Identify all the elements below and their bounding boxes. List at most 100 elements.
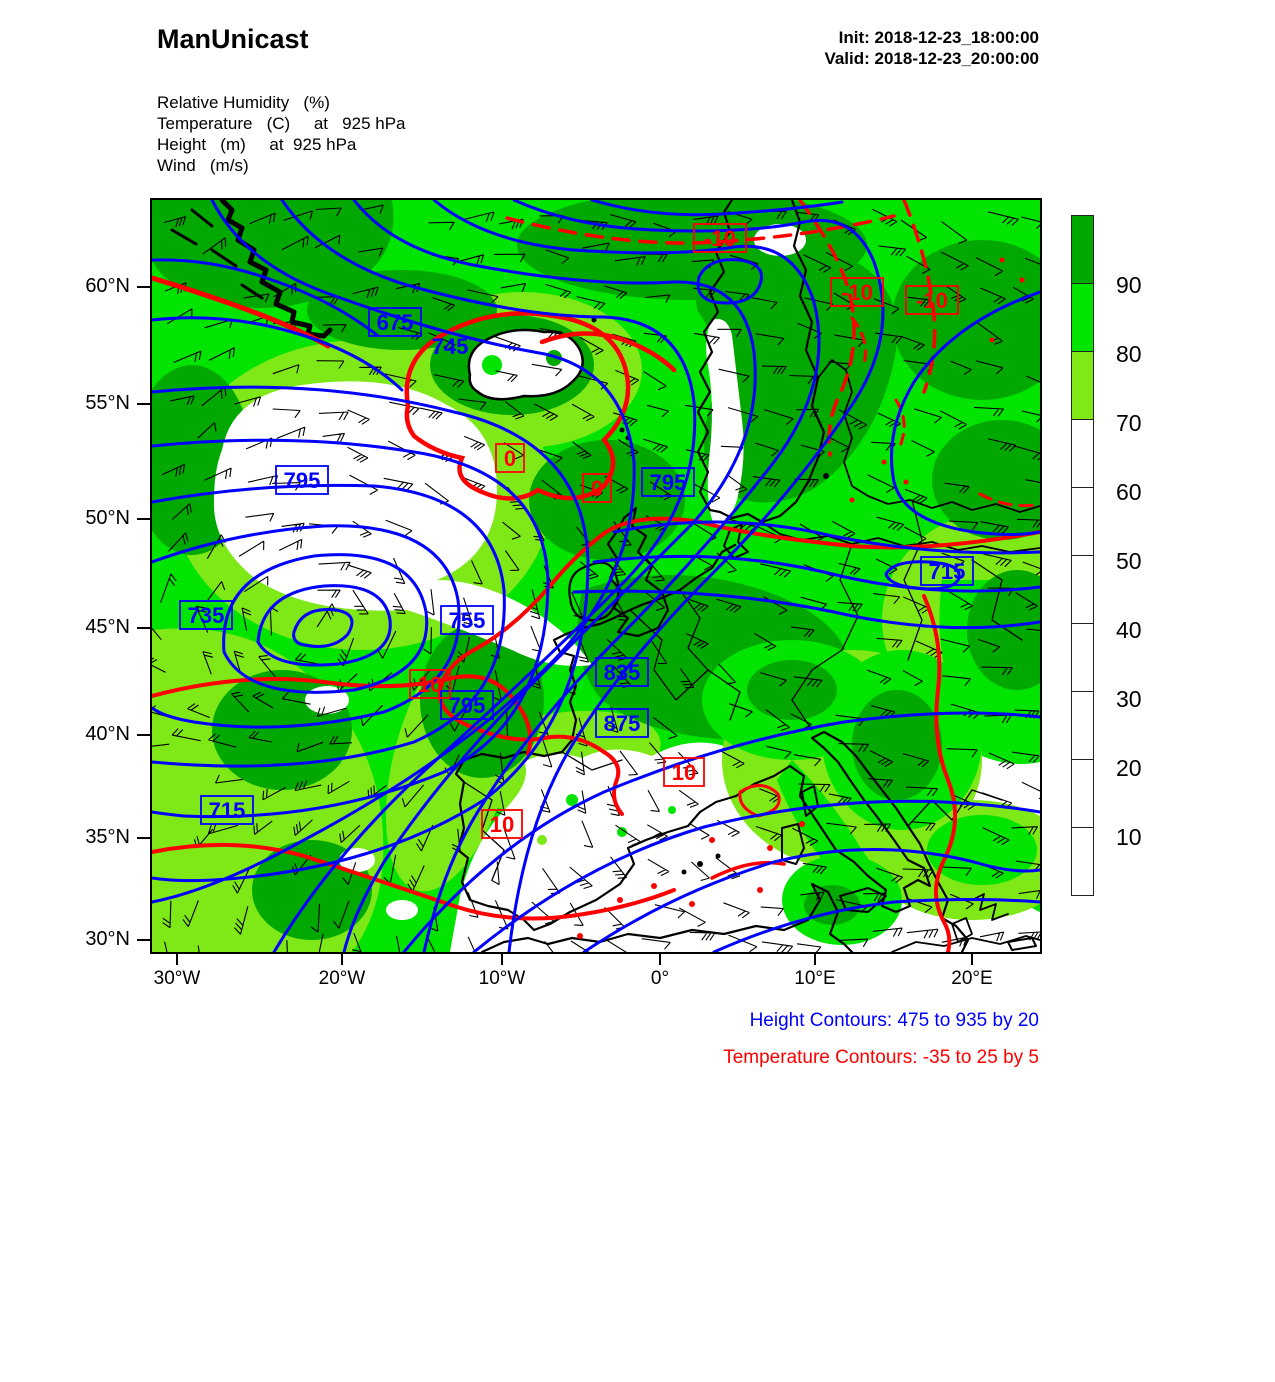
colorbar-label: 50 [1116, 548, 1142, 574]
sweden-baltic-coast [708, 200, 826, 524]
page-title: ManUnicast [157, 24, 309, 54]
svg-text:0: 0 [504, 446, 516, 471]
lon-tick-label: 30°W [153, 968, 201, 989]
lon-tick-label: 20°W [318, 968, 366, 989]
svg-text:-10: -10 [704, 226, 736, 251]
colorbar-segment [1071, 555, 1094, 624]
colorbar-label: 90 [1116, 272, 1142, 298]
height-contour-label: 795 [641, 467, 695, 497]
weather-map: 675 745 795 795 735 755 795 835 875 715 715 -10 -10 -… [152, 200, 1040, 952]
svg-text:795: 795 [650, 470, 687, 495]
finland-coast [817, 359, 1040, 513]
lon-tick [176, 952, 178, 965]
gotland [823, 473, 829, 479]
svg-text:875: 875 [604, 711, 641, 736]
peloponnese [951, 917, 973, 943]
temp-contour-label: -10 [830, 277, 884, 307]
colorbar-label: 60 [1116, 479, 1142, 505]
temp-contour-label: -10 [693, 223, 747, 253]
colorbar-label: 10 [1116, 824, 1142, 850]
svg-text:715: 715 [209, 798, 246, 823]
balearic-island [697, 861, 703, 867]
lon-tick [814, 952, 816, 965]
lat-tick-label: 55°N [85, 392, 130, 414]
lat-tick [137, 734, 150, 736]
svg-text:745: 745 [432, 334, 469, 359]
rh-colorbar [1071, 215, 1094, 896]
continental-coast [454, 543, 970, 952]
lon-tick-label: 0° [650, 968, 670, 989]
temp-contour-label: 10 [663, 757, 705, 787]
contour-labels: 675 745 795 795 735 755 795 835 875 715 715 -10 -10 -… [179, 223, 974, 839]
colorbar-label: 30 [1116, 686, 1142, 712]
north-africa-coast [480, 882, 854, 952]
balearic-island [715, 853, 721, 859]
height-contour-label: 715 [920, 556, 974, 586]
svg-text:675: 675 [377, 310, 414, 335]
colorbar-segment [1071, 351, 1094, 420]
lon-tick [971, 952, 973, 965]
lon-tick-label: 10°E [794, 968, 836, 989]
variable-line: Temperature (C) at 925 hPa [157, 114, 406, 133]
colorbar-segment [1071, 827, 1094, 896]
init-time: Init: 2018-12-23_18:00:00 [838, 28, 1039, 47]
height-contour-caption: Height Contours: 475 to 935 by 20 [749, 1010, 1039, 1031]
svg-text:735: 735 [188, 603, 225, 628]
colorbar-segment [1071, 419, 1094, 488]
greenland-texture [170, 208, 264, 300]
temp-contour-label: 10 [409, 669, 451, 699]
svg-text:0: 0 [591, 476, 603, 501]
height-contour-label: 675 [368, 307, 422, 337]
height-contour-label: 735 [179, 600, 233, 630]
temp-contour-label: 10 [481, 809, 523, 839]
lat-tick [137, 939, 150, 941]
temp-contour-dots [577, 257, 1025, 939]
svg-text:-10: -10 [841, 280, 873, 305]
shetland [619, 427, 625, 433]
temp-contour-caption: Temperature Contours: -35 to 25 by 5 [723, 1047, 1039, 1068]
svg-text:10: 10 [418, 672, 442, 697]
faroe-islands [591, 317, 597, 323]
balearic-island [681, 869, 687, 875]
variable-list: Relative Humidity (%) Temperature (C) at … [157, 92, 406, 176]
height-contours [152, 200, 1040, 952]
colorbar-segment [1071, 283, 1094, 352]
svg-text:10: 10 [672, 760, 696, 785]
lon-tick-label: 20°E [951, 968, 993, 989]
variable-line: Wind (m/s) [157, 156, 249, 175]
lat-tick [137, 627, 150, 629]
lon-tick [659, 952, 661, 965]
lat-tick [137, 837, 150, 839]
temp-contour-label: -10 [905, 285, 959, 315]
lat-tick [137, 518, 150, 520]
greenland-coast [219, 200, 333, 339]
height-contour-label: 835 [595, 657, 649, 687]
iceland-green-patch [482, 355, 502, 375]
run-times: Init: 2018-12-23_18:00:00 Valid: 2018-12… [824, 27, 1039, 69]
lat-tick-label: 35°N [85, 826, 130, 848]
map-panel: 675 745 795 795 735 755 795 835 875 715 715 -10 -10 -… [85, 198, 1042, 989]
lon-tick [501, 952, 503, 965]
temp-contour-label: 0 [582, 473, 612, 503]
lon-tick-label: 10°W [478, 968, 526, 989]
svg-text:715: 715 [929, 559, 966, 584]
colorbar-label: 40 [1116, 617, 1142, 643]
colorbar-label: 20 [1116, 755, 1142, 781]
colorbar-segment [1071, 487, 1094, 556]
valid-time: Valid: 2018-12-23_20:00:00 [824, 49, 1039, 68]
wind-barbs [152, 204, 1040, 952]
svg-text:795: 795 [449, 693, 486, 718]
colorbar-label: 80 [1116, 341, 1142, 367]
lon-tick [341, 952, 343, 965]
svg-text:-10: -10 [916, 288, 948, 313]
svg-text:835: 835 [604, 660, 641, 685]
svg-text:10: 10 [490, 812, 514, 837]
lat-tick [137, 286, 150, 288]
temperature-contours [152, 200, 1040, 952]
aegean-coast [971, 893, 1009, 921]
colorbar-segment [1071, 215, 1094, 284]
lat-tick-label: 40°N [85, 723, 130, 745]
colorbar-label: 70 [1116, 410, 1142, 436]
height-contour-label: 875 [595, 708, 649, 738]
